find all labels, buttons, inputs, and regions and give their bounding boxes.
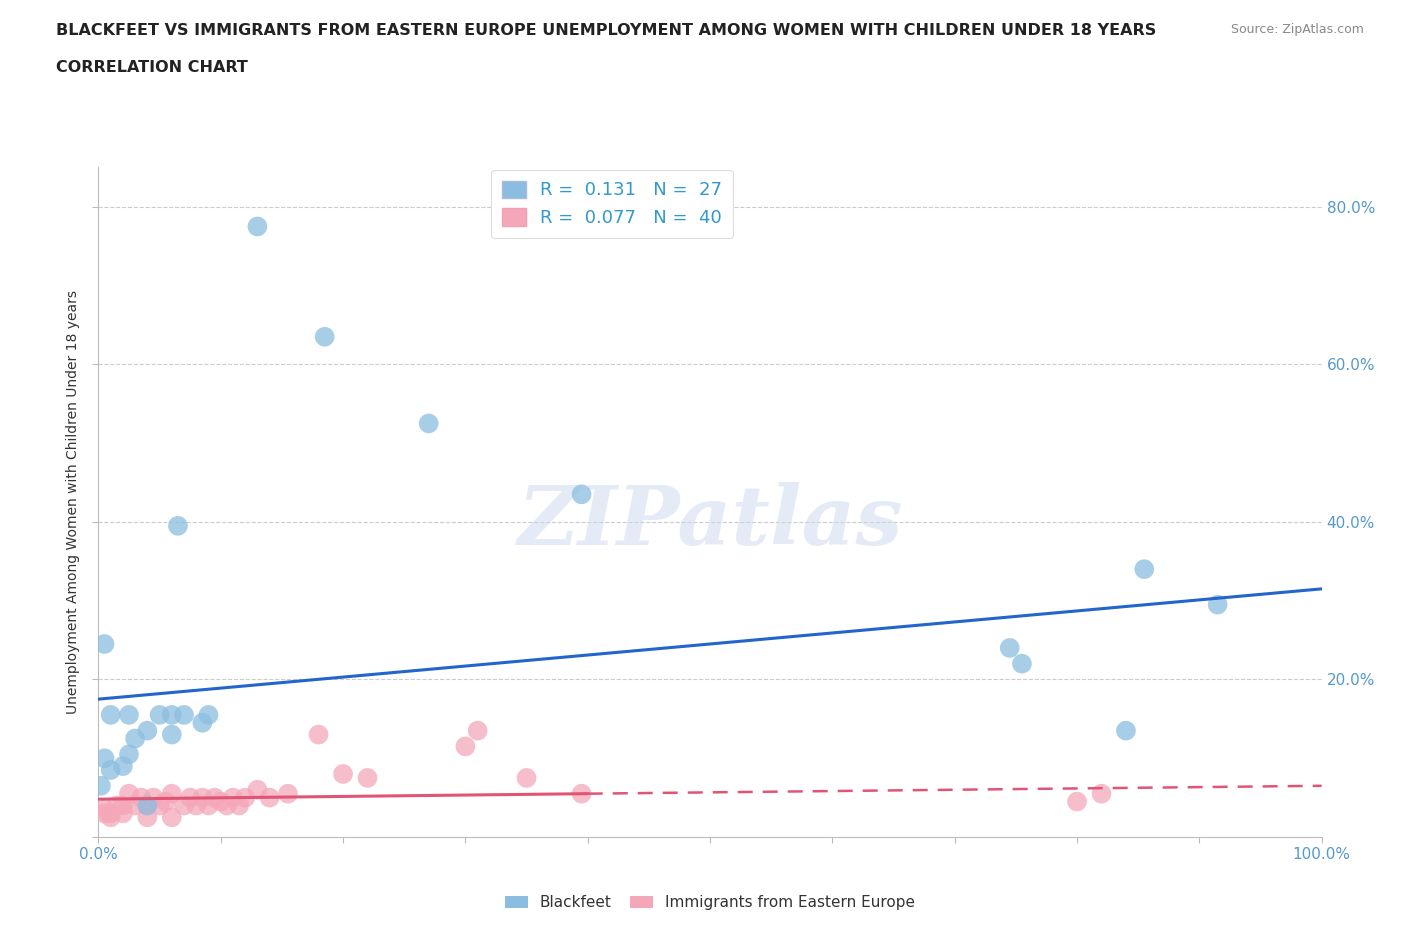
Point bbox=[118, 708, 141, 723]
Point bbox=[111, 798, 134, 813]
Point bbox=[160, 786, 183, 801]
Point bbox=[160, 810, 183, 825]
Point bbox=[1115, 724, 1137, 738]
Point bbox=[179, 790, 201, 805]
Text: CORRELATION CHART: CORRELATION CHART bbox=[56, 60, 247, 75]
Point bbox=[100, 806, 122, 821]
Point bbox=[209, 794, 232, 809]
Point bbox=[204, 790, 226, 805]
Point bbox=[197, 708, 219, 723]
Point bbox=[124, 731, 146, 746]
Text: Source: ZipAtlas.com: Source: ZipAtlas.com bbox=[1230, 23, 1364, 36]
Point bbox=[454, 739, 477, 754]
Point bbox=[222, 790, 245, 805]
Point bbox=[1066, 794, 1088, 809]
Point bbox=[111, 806, 134, 821]
Point bbox=[118, 747, 141, 762]
Point bbox=[998, 641, 1021, 656]
Point bbox=[246, 782, 269, 797]
Point bbox=[90, 778, 112, 793]
Point bbox=[100, 708, 122, 723]
Point bbox=[186, 798, 208, 813]
Point bbox=[191, 715, 214, 730]
Point bbox=[149, 708, 172, 723]
Point bbox=[93, 751, 115, 765]
Point bbox=[332, 766, 354, 781]
Point bbox=[246, 219, 269, 234]
Point bbox=[228, 798, 250, 813]
Point bbox=[467, 724, 489, 738]
Point bbox=[149, 798, 172, 813]
Point bbox=[259, 790, 281, 805]
Point bbox=[173, 798, 195, 813]
Point bbox=[160, 708, 183, 723]
Point bbox=[571, 786, 593, 801]
Point bbox=[118, 786, 141, 801]
Point bbox=[100, 810, 122, 825]
Point bbox=[1133, 562, 1156, 577]
Point bbox=[1206, 597, 1229, 612]
Y-axis label: Unemployment Among Women with Children Under 18 years: Unemployment Among Women with Children U… bbox=[66, 290, 80, 714]
Point bbox=[100, 763, 122, 777]
Point bbox=[1090, 786, 1112, 801]
Point bbox=[277, 786, 299, 801]
Point bbox=[124, 798, 146, 813]
Point bbox=[197, 798, 219, 813]
Point bbox=[173, 708, 195, 723]
Point bbox=[136, 810, 159, 825]
Point bbox=[215, 798, 238, 813]
Point bbox=[167, 518, 190, 533]
Point bbox=[571, 487, 593, 502]
Text: BLACKFEET VS IMMIGRANTS FROM EASTERN EUROPE UNEMPLOYMENT AMONG WOMEN WITH CHILDR: BLACKFEET VS IMMIGRANTS FROM EASTERN EUR… bbox=[56, 23, 1157, 38]
Point bbox=[129, 790, 152, 805]
Point bbox=[356, 770, 378, 785]
Point bbox=[233, 790, 256, 805]
Point bbox=[136, 798, 159, 813]
Point bbox=[1011, 657, 1033, 671]
Point bbox=[314, 329, 336, 344]
Point bbox=[136, 724, 159, 738]
Point bbox=[142, 790, 165, 805]
Point bbox=[105, 798, 128, 813]
Point bbox=[515, 770, 537, 785]
Point bbox=[155, 794, 177, 809]
Point bbox=[160, 727, 183, 742]
Point bbox=[308, 727, 330, 742]
Point bbox=[111, 759, 134, 774]
Legend: Blackfeet, Immigrants from Eastern Europe: Blackfeet, Immigrants from Eastern Europ… bbox=[499, 889, 921, 916]
Point bbox=[93, 636, 115, 651]
Point bbox=[93, 802, 115, 817]
Point bbox=[93, 806, 115, 821]
Text: ZIPatlas: ZIPatlas bbox=[517, 483, 903, 563]
Point bbox=[191, 790, 214, 805]
Point bbox=[418, 416, 440, 431]
Point bbox=[136, 798, 159, 813]
